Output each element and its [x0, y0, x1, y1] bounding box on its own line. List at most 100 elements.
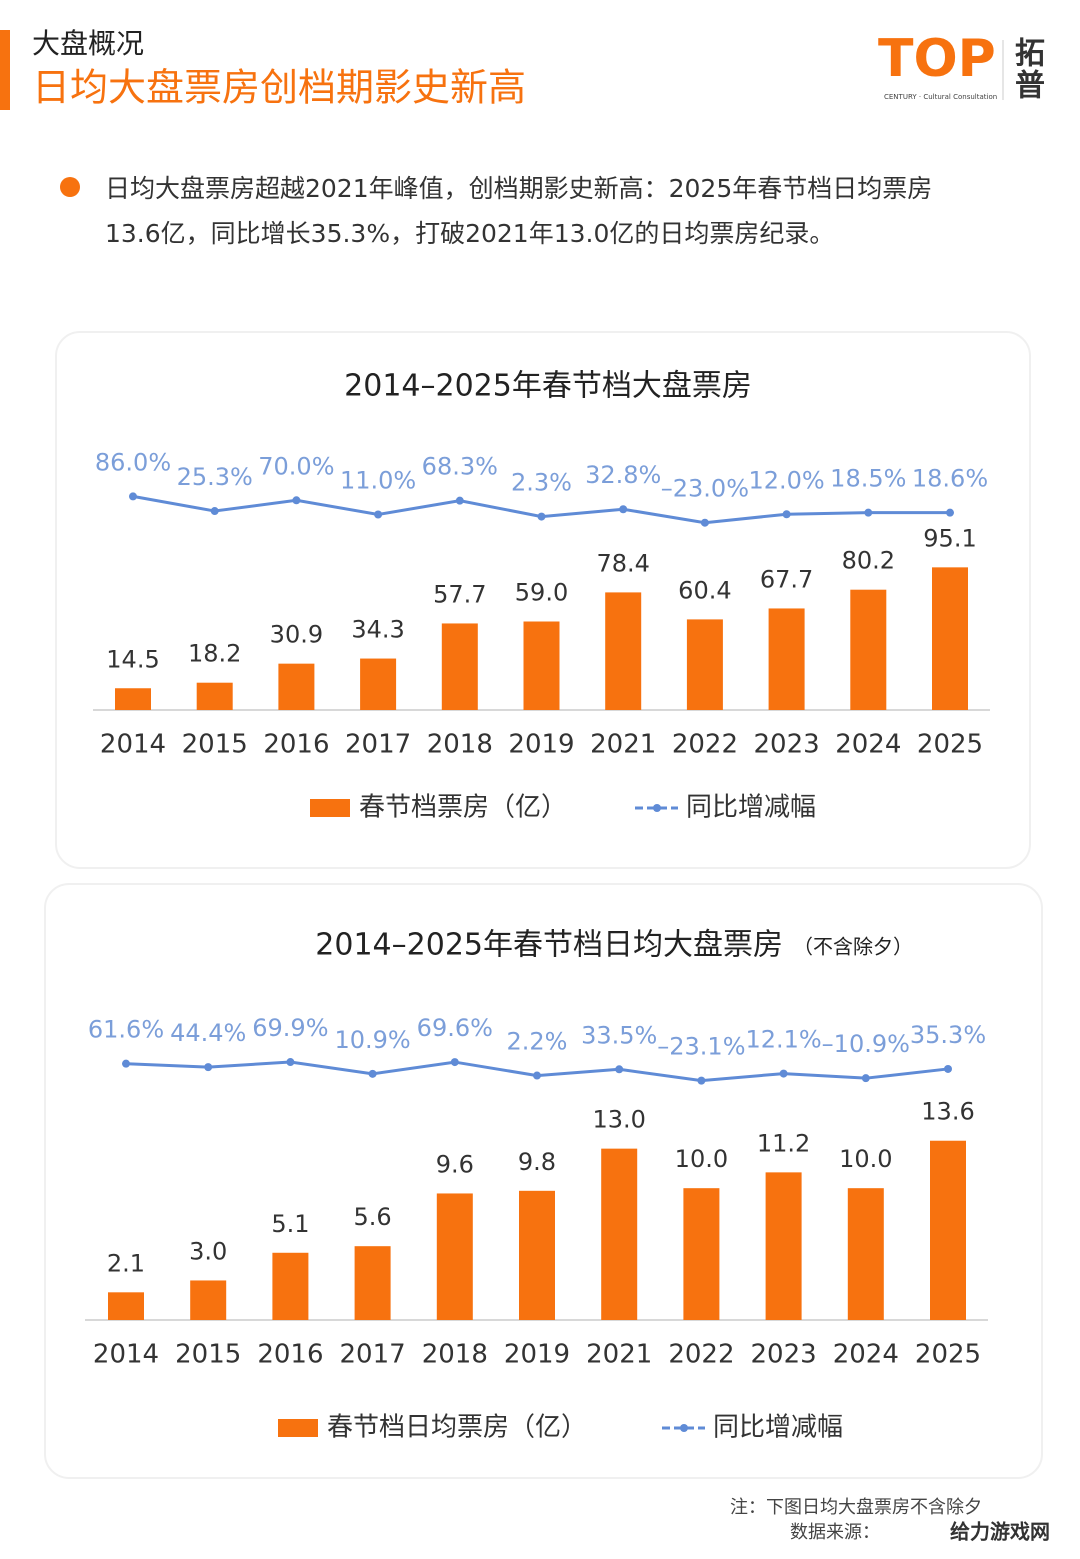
legend-swatch [653, 804, 661, 812]
bar [272, 1252, 309, 1320]
bar [278, 663, 315, 710]
bar-value-label: 59.0 [515, 579, 568, 607]
legend-label: 春节档票房（亿） [359, 793, 567, 823]
bar [601, 1148, 638, 1320]
header-accent [0, 30, 10, 110]
bar-value-label: 13.0 [592, 1106, 645, 1134]
legend-label: 春节档日均票房（亿） [327, 1413, 587, 1443]
line-value-label: 33.5% [581, 1021, 657, 1049]
x-tick-label: 2022 [668, 1340, 734, 1370]
line-point [697, 1076, 706, 1085]
bar [519, 1190, 555, 1320]
bar-value-label: 78.4 [596, 549, 649, 577]
line-point [946, 508, 954, 517]
logo-sub: CENTURY · Cultural Consultation [884, 93, 997, 101]
line-value-label: 61.6% [88, 1016, 164, 1044]
line-value-label: 69.6% [417, 1014, 493, 1042]
bullet-text: 13.6亿，同比增长35.3%，打破2021年13.0亿的日均票房纪录。 [105, 219, 834, 248]
line-value-label: 70.0% [258, 452, 334, 480]
line-value-label: 10.9% [334, 1026, 410, 1054]
line-point [455, 496, 464, 505]
line-point [619, 505, 628, 514]
bullet-text: 日均大盘票房超越2021年峰值，创档期影史新高：2025年春节档日均票房 [105, 174, 932, 203]
line-point [286, 1058, 295, 1067]
bar [360, 658, 397, 710]
bar [686, 619, 723, 710]
logo-cn: 拓 [1015, 37, 1045, 72]
x-tick-label: 2017 [345, 730, 411, 760]
line-point [450, 1058, 459, 1067]
legend-label: 同比增减幅 [713, 1413, 843, 1443]
bar-value-label: 18.2 [188, 640, 241, 668]
x-tick-label: 2019 [508, 730, 574, 760]
x-tick-label: 2025 [915, 1340, 981, 1370]
x-tick-label: 2015 [175, 1340, 241, 1370]
bar [930, 1140, 966, 1320]
line-point [533, 1071, 541, 1080]
bar-value-label: 5.1 [271, 1210, 309, 1238]
bar-value-label: 67.7 [760, 565, 813, 593]
line-value-label: 32.8% [585, 461, 661, 489]
bar-value-label: 10.0 [675, 1145, 728, 1173]
bar [850, 589, 887, 710]
x-tick-label: 2021 [586, 1340, 652, 1370]
x-tick-label: 2023 [754, 730, 820, 760]
source: 数据来源： [790, 1522, 880, 1543]
line-value-label: 12.1% [745, 1026, 821, 1054]
bar [523, 621, 560, 710]
x-tick-label: 2014 [93, 1340, 159, 1370]
x-tick-label: 2021 [590, 730, 656, 760]
line-value-label: 25.3% [177, 463, 253, 491]
legend-swatch [310, 799, 350, 817]
x-tick-label: 2014 [100, 730, 166, 760]
card [55, 331, 1031, 869]
bar [108, 1292, 144, 1320]
line-point [368, 1069, 377, 1078]
note: 注：下图日均大盘票房不含除夕 [730, 1497, 982, 1518]
line-point [779, 1069, 788, 1078]
line-value-label: –23.1% [657, 1033, 745, 1061]
x-tick-label: 2022 [672, 730, 738, 760]
x-tick-label: 2018 [422, 1340, 488, 1370]
logo-cn: 普 [1015, 69, 1045, 104]
chart-title: 2014–2025年春节档日均大盘票房 [315, 928, 783, 963]
line-point [537, 512, 546, 521]
bar-value-label: 34.3 [351, 616, 404, 644]
x-tick-label: 2016 [257, 1340, 323, 1370]
logo: TOP [878, 29, 996, 89]
line-value-label: –23.0% [661, 475, 749, 503]
bullet-dot [60, 177, 80, 197]
bar-value-label: 10.0 [839, 1145, 892, 1173]
x-tick-label: 2019 [504, 1340, 570, 1370]
line-value-label: 35.3% [910, 1021, 986, 1049]
bar-value-label: 80.2 [842, 547, 895, 575]
line-point [122, 1059, 130, 1068]
section-title: 大盘概况 [32, 27, 144, 60]
line-value-label: 18.5% [830, 465, 906, 493]
bar-value-label: 14.5 [106, 645, 159, 673]
bar [436, 1193, 473, 1320]
bar [765, 1172, 802, 1320]
line-point [782, 510, 791, 519]
legend-label: 同比增减幅 [686, 793, 816, 823]
bar-value-label: 30.9 [270, 621, 323, 649]
bar [115, 688, 151, 710]
bar [190, 1280, 227, 1320]
bar-value-label: 9.6 [436, 1150, 474, 1178]
line-value-label: 12.0% [748, 466, 824, 494]
line-value-label: 2.3% [511, 469, 572, 497]
x-tick-label: 2023 [751, 1340, 817, 1370]
bar [847, 1188, 884, 1320]
bar [932, 567, 968, 710]
line-value-label: 86.0% [95, 448, 171, 476]
bar-value-label: 13.6 [921, 1098, 974, 1126]
line-point [292, 496, 301, 505]
line-value-label: 44.4% [170, 1019, 246, 1047]
chart-subtitle: （不含除夕） [793, 935, 913, 959]
x-tick-label: 2024 [835, 730, 901, 760]
page-title: 日均大盘票房创档期影史新高 [32, 66, 526, 110]
chart-title: 2014–2025年春节档大盘票房 [344, 369, 752, 404]
x-tick-label: 2025 [917, 730, 983, 760]
